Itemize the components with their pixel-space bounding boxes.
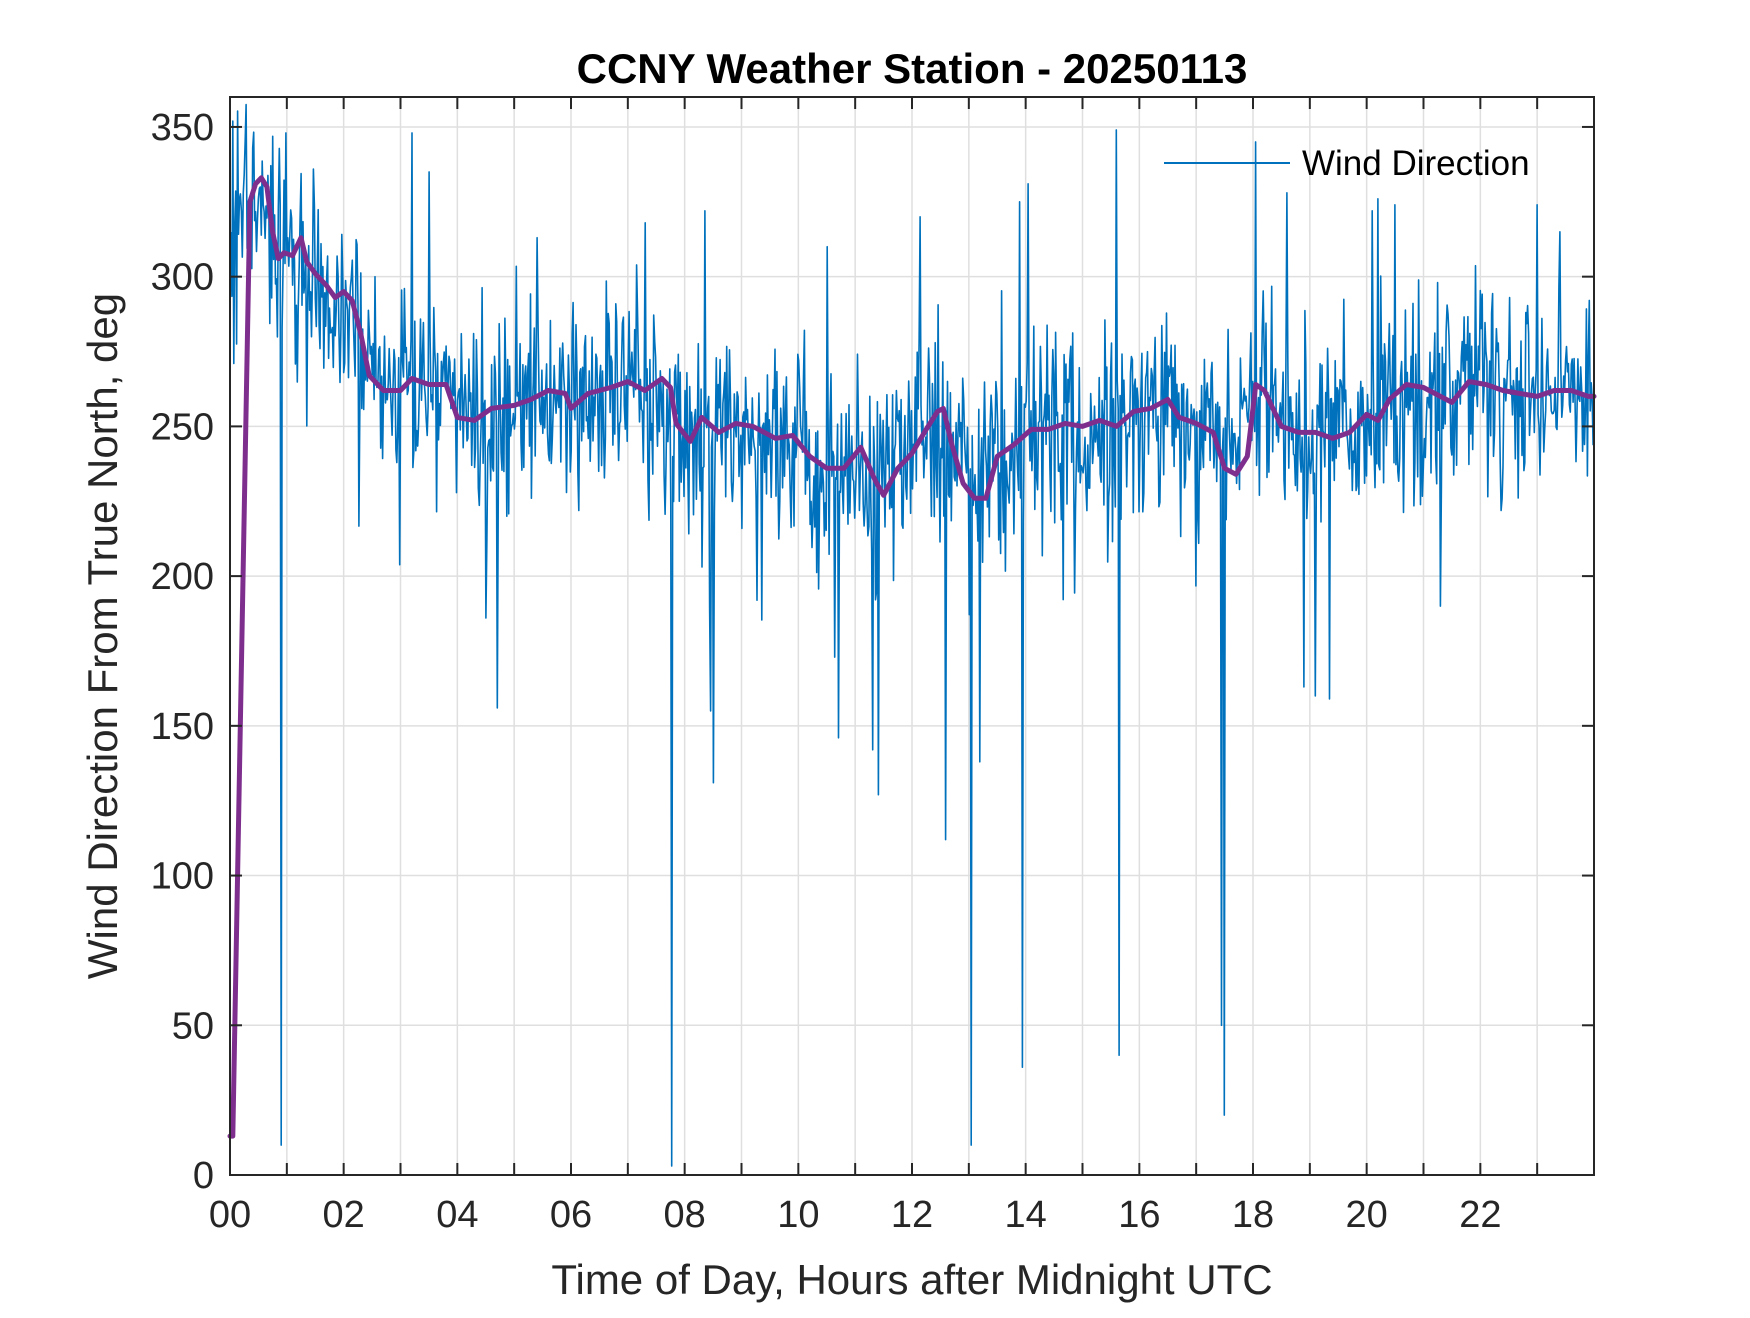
- x-axis-label: Time of Day, Hours after Midnight UTC: [551, 1256, 1272, 1303]
- label-layer: 00 02 04 06 08 10 12 14 16 18 20 22 0 50 100 150 200 250 3…: [151, 107, 1502, 1236]
- x-tick-label: 12: [891, 1194, 933, 1236]
- series-line-running-average: [227, 175, 1597, 1139]
- x-tick-label: 10: [777, 1194, 819, 1236]
- y-axis-label: Wind Direction From True North, deg: [79, 293, 126, 979]
- y-tick-label: 150: [151, 706, 214, 748]
- x-tick-label: 18: [1232, 1194, 1274, 1236]
- x-tick-label: 22: [1459, 1194, 1501, 1236]
- chart-title: CCNY Weather Station - 20250113: [577, 45, 1248, 92]
- y-tick-label: 350: [151, 107, 214, 149]
- y-tick-label: 250: [151, 406, 214, 448]
- y-tick-label: 50: [172, 1005, 214, 1047]
- axis-layer: [229, 96, 1595, 1176]
- x-tick-label: 02: [323, 1194, 365, 1236]
- y-tick-label: 200: [151, 556, 214, 598]
- legend-label-wind-direction: Wind Direction: [1302, 144, 1530, 183]
- y-tick-label: 0: [193, 1155, 214, 1197]
- x-tick-label: 00: [209, 1194, 251, 1236]
- x-tick-label: 14: [1005, 1194, 1047, 1236]
- data-layer: [227, 103, 1597, 1167]
- x-tick-label: 16: [1118, 1194, 1160, 1236]
- legend: Wind Direction: [1164, 144, 1530, 183]
- x-tick-label: 08: [664, 1194, 706, 1236]
- x-tick-label: 06: [550, 1194, 592, 1236]
- grid-layer: [230, 97, 1594, 1175]
- y-tick-label: 100: [151, 856, 214, 898]
- x-tick-label: 04: [436, 1194, 478, 1236]
- x-tick-label: 20: [1346, 1194, 1388, 1236]
- y-tick-label: 300: [151, 257, 214, 299]
